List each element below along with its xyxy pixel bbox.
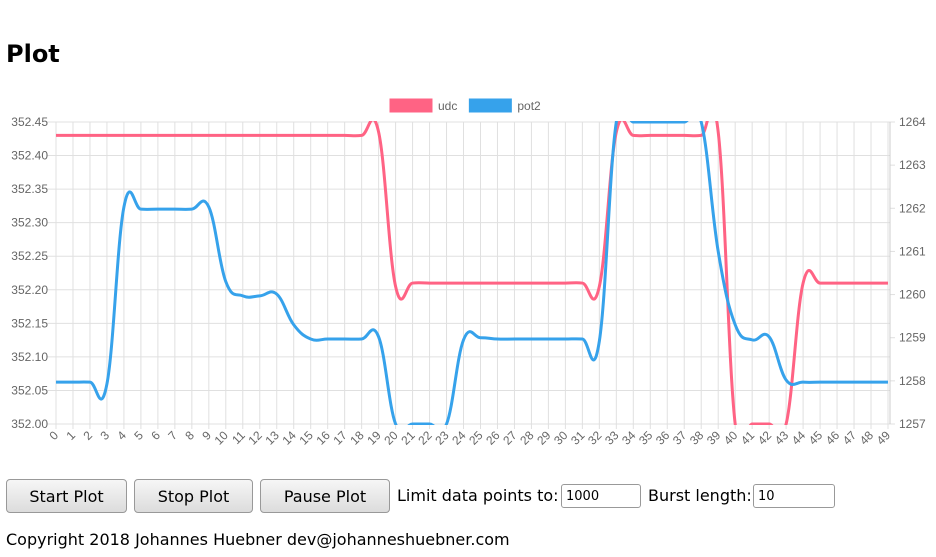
y-tick-label: 352.05 — [11, 383, 48, 397]
limit-input[interactable] — [561, 484, 641, 508]
line-series — [56, 121, 888, 425]
x-tick-label: 9 — [199, 428, 214, 443]
x-tick-label: 1 — [63, 428, 78, 443]
x-tick-label: 3 — [97, 428, 112, 443]
y-tick-label: 352.40 — [11, 149, 48, 163]
x-tick-label: 49 — [874, 428, 894, 448]
legend-swatch — [389, 98, 433, 113]
stop-button[interactable]: Stop Plot — [134, 479, 253, 513]
y-tick-label: 352.25 — [11, 249, 48, 263]
x-tick-label: 6 — [148, 428, 163, 443]
pause-button[interactable]: Pause Plot — [260, 479, 390, 513]
limit-label: Limit data points to: — [397, 486, 559, 505]
y-tick-label: 352.10 — [11, 350, 48, 364]
x-tick-label: 4 — [114, 428, 129, 443]
legend-label: pot2 — [517, 99, 541, 113]
start-button[interactable]: Start Plot — [6, 479, 127, 513]
chart: 352.00 352.05 352.10 352.15 352.20 352.25 352.… — [11, 98, 926, 448]
burst-input[interactable] — [753, 484, 835, 508]
y2-tick-label: 1260 — [899, 288, 926, 302]
y2-tick-label: 1262 — [899, 201, 926, 215]
y2-tick-label: 1257 — [899, 417, 926, 431]
y-tick-label: 352.00 — [11, 417, 48, 431]
line-series — [56, 121, 888, 425]
y-tick-label: 352.15 — [11, 316, 48, 330]
x-tick-label: 5 — [131, 428, 146, 443]
y2-tick-label: 1259 — [899, 331, 926, 345]
y2-tick-label: 1263 — [899, 158, 926, 172]
x-tick-label: 10 — [212, 428, 232, 448]
burst-label: Burst length: — [648, 486, 752, 505]
x-tick-label: 7 — [165, 428, 180, 443]
legend-swatch — [468, 98, 512, 113]
y-tick-label: 352.20 — [11, 283, 48, 297]
y-tick-label: 352.30 — [11, 216, 48, 230]
y-tick-label: 352.45 — [11, 115, 48, 129]
x-tick-label: 2 — [80, 428, 95, 443]
x-tick-label: 0 — [46, 428, 61, 443]
y2-tick-label: 1264 — [899, 115, 926, 129]
legend-label: udc — [438, 99, 457, 113]
footer: Copyright 2018 Johannes Huebner dev@joha… — [6, 530, 510, 549]
y-tick-label: 352.35 — [11, 182, 48, 196]
y2-tick-label: 1261 — [899, 244, 926, 258]
x-tick-label: 8 — [182, 428, 197, 443]
y2-tick-label: 1258 — [899, 374, 926, 388]
page-title: Plot — [6, 40, 60, 68]
